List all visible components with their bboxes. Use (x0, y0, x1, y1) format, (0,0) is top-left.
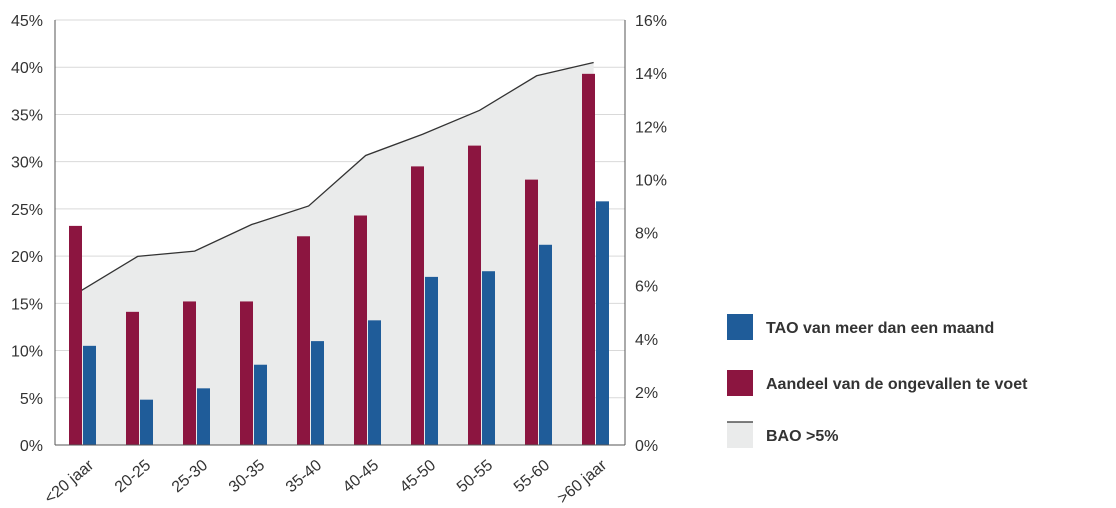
x-tick-label: 20-25 (112, 457, 154, 496)
left-tick-label: 25% (11, 202, 43, 219)
x-tick-label: 40-45 (340, 457, 382, 496)
bar-aandeel (411, 166, 424, 445)
bar-tao (425, 276, 438, 445)
legend-label: TAO van meer dan een maand (766, 320, 994, 337)
bar-aandeel (69, 225, 82, 445)
right-tick-label: 12% (635, 119, 667, 136)
bar-aandeel (297, 236, 310, 445)
right-tick-label: 10% (635, 172, 667, 189)
right-tick-label: 8% (635, 226, 658, 243)
right-tick-label: 0% (635, 438, 658, 455)
bar-tao (254, 364, 267, 445)
x-tick-label: 35-40 (283, 457, 325, 496)
x-tick-label: <20 jaar (42, 456, 98, 507)
right-tick-label: 6% (635, 279, 658, 296)
legend-item: TAO van meer dan een maand (727, 314, 994, 340)
area-line-bao (80, 61, 594, 292)
x-tick-label: 25-30 (169, 457, 211, 496)
bar-aandeel (582, 73, 595, 445)
legend: TAO van meer dan een maand Aandeel van de… (727, 314, 1028, 448)
legend-item: BAO >5% (727, 421, 838, 448)
bar-tao (83, 345, 96, 445)
bar-series (69, 73, 609, 445)
bar-aandeel (354, 215, 367, 445)
area-series (80, 61, 594, 445)
bar-aandeel (240, 301, 253, 445)
left-tick-label: 45% (11, 13, 43, 30)
area-fill-bao (80, 62, 594, 445)
left-axis-ticks: 0% 5% 10% 15% 20% 25% 30% 35% 40% 45% (11, 13, 43, 455)
left-tick-label: 20% (11, 249, 43, 266)
bar-tao (311, 341, 324, 445)
axes (54, 20, 626, 446)
legend-swatch (727, 422, 753, 448)
bar-tao (596, 201, 609, 445)
left-tick-label: 15% (11, 296, 43, 313)
left-tick-label: 30% (11, 155, 43, 172)
left-tick-label: 35% (11, 107, 43, 124)
bar-tao (368, 320, 381, 445)
x-tick-label: 30-35 (226, 457, 268, 496)
right-axis-ticks: 0% 2% 4% 6% 8% 10% 12% 14% 16% (635, 13, 667, 455)
bar-aandeel (468, 145, 481, 445)
legend-swatch (727, 314, 753, 340)
bar-aandeel (183, 301, 196, 445)
right-tick-label: 16% (635, 13, 667, 30)
bar-tao (197, 388, 210, 445)
x-tick-label: 50-55 (454, 457, 496, 496)
bar-tao (482, 271, 495, 445)
x-axis-ticks: <20 jaar 20-25 25-30 30-35 35-40 40-45 45-50 50… (42, 456, 611, 507)
x-tick-label: 55-60 (511, 457, 553, 496)
legend-label: Aandeel van de ongevallen te voet (766, 376, 1028, 393)
right-tick-label: 14% (635, 66, 667, 83)
bar-tao (539, 244, 552, 445)
legend-label: BAO >5% (766, 428, 838, 445)
x-tick-label: >60 jaar (555, 456, 611, 507)
x-tick-label: 45-50 (397, 457, 439, 496)
legend-item: Aandeel van de ongevallen te voet (727, 370, 1028, 396)
bar-tao (140, 399, 153, 445)
left-tick-label: 0% (20, 438, 43, 455)
bar-aandeel (525, 179, 538, 445)
left-tick-label: 5% (20, 391, 43, 408)
bar-aandeel (126, 311, 139, 445)
left-tick-label: 10% (11, 344, 43, 361)
right-tick-label: 4% (635, 332, 658, 349)
right-tick-label: 2% (635, 385, 658, 402)
left-tick-label: 40% (11, 60, 43, 77)
legend-swatch (727, 370, 753, 396)
